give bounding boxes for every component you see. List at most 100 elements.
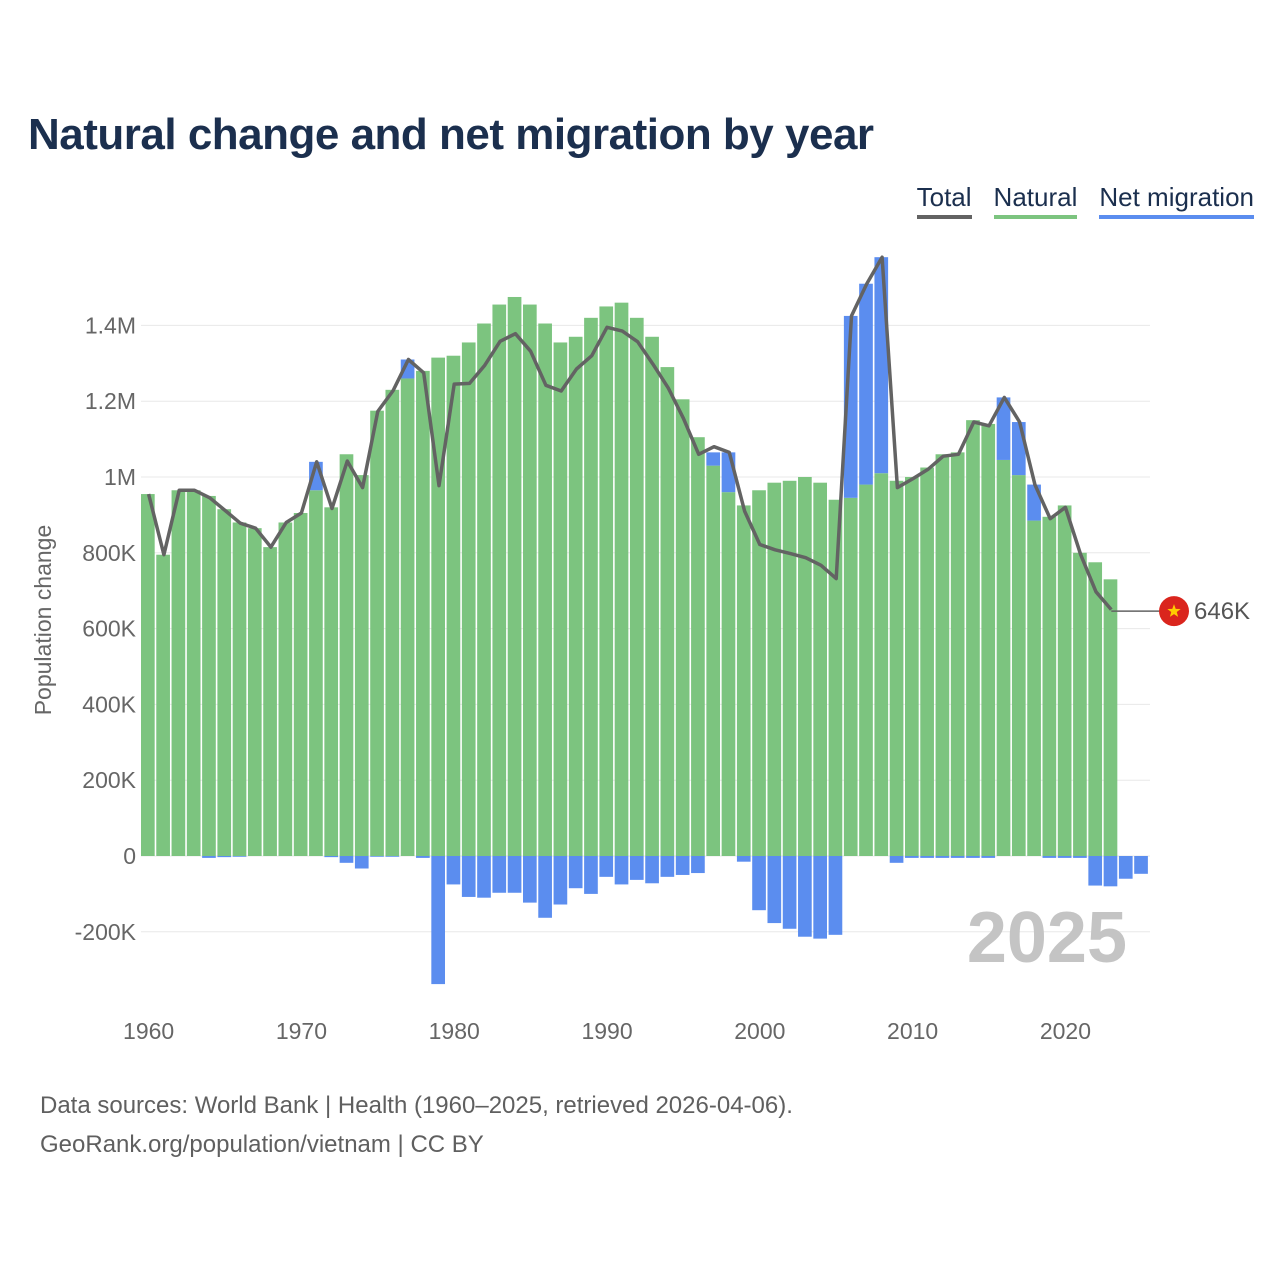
- bar-net-migration: [370, 856, 384, 857]
- bar-natural: [920, 467, 934, 856]
- bar-net-migration: [568, 856, 583, 889]
- bar-natural: [996, 459, 1011, 856]
- bar-natural: [584, 317, 598, 856]
- bar-natural: [1103, 579, 1118, 856]
- bar-natural: [232, 522, 247, 856]
- bar-net-migration: [1073, 856, 1087, 858]
- bar-net-migration: [385, 856, 400, 857]
- bar-natural: [889, 480, 904, 856]
- bar-natural: [614, 302, 629, 856]
- bar-net-migration: [217, 856, 232, 858]
- bar-net-migration: [431, 856, 445, 985]
- bar-natural: [247, 528, 262, 856]
- bar-natural: [492, 304, 507, 856]
- source-line-1: Data sources: World Bank | Health (1960–…: [40, 1092, 793, 1119]
- bar-net-migration: [782, 856, 797, 929]
- bar-net-migration: [1088, 856, 1103, 886]
- series-line-total: [146, 255, 1113, 611]
- y-axis-ticks: -200K 0 200K 400K 600K 800K 1M 1.2M 1.4M: [75, 312, 137, 944]
- bar-natural: [354, 475, 369, 856]
- bar-natural: [629, 317, 644, 856]
- bar-natural: [599, 306, 614, 856]
- bar-natural: [813, 482, 827, 856]
- bar-net-migration: [859, 283, 873, 485]
- bar-natural: [1057, 505, 1072, 856]
- bar-natural: [523, 304, 537, 856]
- page-title: Natural change and net migration by year: [28, 110, 874, 159]
- bar-natural: [752, 490, 766, 856]
- bar-natural: [339, 454, 354, 856]
- bar-net-migration: [1057, 856, 1072, 858]
- bar-net-migration: [446, 856, 461, 885]
- y-tick-label: 400K: [82, 691, 136, 717]
- bar-natural: [736, 505, 751, 856]
- bar-natural: [370, 410, 384, 856]
- bar-net-migration: [828, 856, 843, 935]
- bar-net-migration: [706, 452, 721, 466]
- bar-natural: [675, 399, 690, 856]
- bar-natural: [309, 490, 323, 856]
- bar-net-migration: [691, 856, 705, 874]
- bar-natural: [293, 513, 308, 856]
- bar-natural: [202, 495, 216, 856]
- bar-natural: [874, 473, 889, 856]
- y-tick-label: 200K: [82, 767, 136, 793]
- end-marker: 646K: [1111, 596, 1250, 627]
- x-tick-label: 2010: [887, 1018, 938, 1044]
- bar-natural: [1011, 475, 1026, 856]
- bar-natural: [324, 507, 339, 856]
- legend-item-total[interactable]: Total: [916, 182, 972, 219]
- bar-net-migration: [996, 397, 1011, 460]
- bar-net-migration: [1134, 856, 1148, 874]
- bar-net-migration: [981, 856, 996, 858]
- total-line: [146, 255, 1113, 611]
- bar-natural: [935, 454, 950, 856]
- bar-natural: [767, 482, 782, 856]
- bar-net-migration: [752, 856, 766, 911]
- bar-net-migration: [736, 856, 751, 862]
- bar-net-migration: [1042, 856, 1057, 858]
- y-tick-label: 1.2M: [85, 388, 136, 414]
- bar-net-migration: [798, 856, 812, 937]
- bar-net-migration: [507, 856, 522, 893]
- bar-net-migration: [1103, 856, 1118, 887]
- x-tick-label: 2000: [734, 1018, 785, 1044]
- bar-natural: [461, 342, 476, 857]
- bar-natural: [278, 522, 293, 856]
- bar-net-migration: [324, 856, 339, 858]
- bar-natural: [981, 423, 996, 856]
- bar-natural: [385, 389, 400, 856]
- y-tick-label: 800K: [82, 540, 136, 566]
- y-tick-label: 1M: [104, 464, 136, 490]
- y-tick-label: 600K: [82, 616, 136, 642]
- bar-natural: [186, 490, 201, 856]
- bar-natural: [966, 420, 980, 856]
- bar-net-migration: [354, 856, 369, 869]
- bar-natural: [1027, 520, 1041, 856]
- year-watermark: 2025: [967, 898, 1127, 978]
- bar-net-migration: [339, 856, 354, 863]
- bar-natural: [431, 357, 445, 856]
- bar-net-migration: [461, 856, 476, 897]
- legend-item-natural[interactable]: Natural: [993, 182, 1078, 219]
- y-axis-label: Population change: [30, 525, 56, 716]
- bar-net-migration: [675, 856, 690, 875]
- bar-net-migration: [874, 257, 889, 474]
- bar-net-migration: [614, 856, 629, 885]
- y-tick-label: -200K: [75, 919, 137, 945]
- bar-net-migration: [538, 856, 552, 918]
- bar-natural: [477, 323, 491, 856]
- bar-net-migration: [492, 856, 507, 893]
- bar-natural: [1088, 562, 1103, 856]
- bar-net-migration: [599, 856, 614, 877]
- bar-net-migration: [1118, 856, 1133, 879]
- source-line-2[interactable]: GeoRank.org/population/vietnam | CC BY: [40, 1131, 484, 1158]
- bar-natural: [171, 490, 186, 856]
- bar-natural: [446, 355, 461, 856]
- chart: 2025 -200K 0 200K 400K 600K 800K 1M 1.2M 1.4M 19…: [30, 255, 1250, 1044]
- bar-net-migration: [477, 856, 491, 898]
- bar-net-migration: [1011, 422, 1026, 476]
- legend-item-net-migration[interactable]: Net migration: [1099, 182, 1254, 219]
- bar-net-migration: [905, 856, 919, 858]
- bar-natural: [217, 509, 232, 856]
